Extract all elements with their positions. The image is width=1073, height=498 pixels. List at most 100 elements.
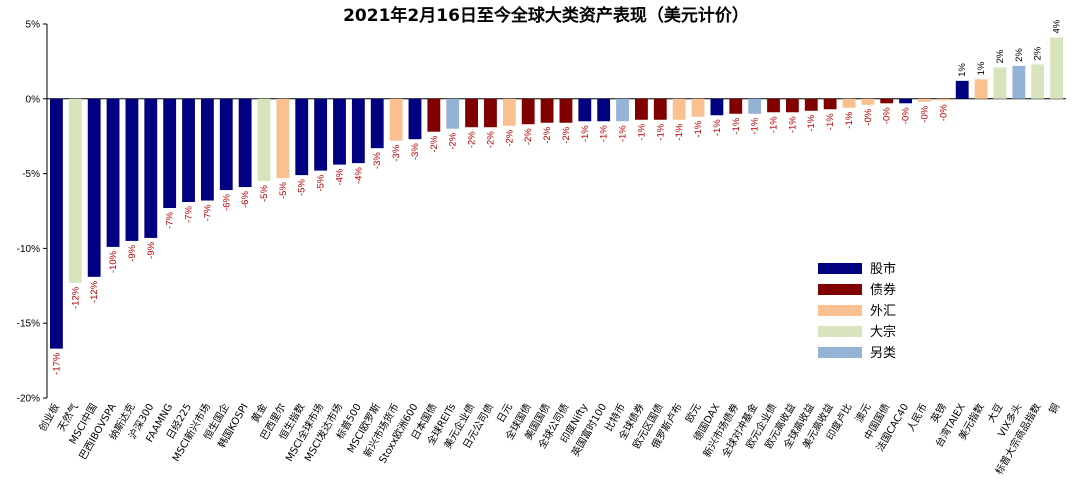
bar — [257, 98, 271, 182]
bar — [710, 98, 724, 116]
bar — [804, 98, 818, 111]
data-label: -3% — [372, 152, 383, 169]
data-label: -2% — [542, 126, 553, 143]
data-label: -5% — [316, 174, 327, 191]
legend-label: 股市 — [870, 261, 896, 277]
bar — [200, 98, 214, 201]
legend-swatch — [818, 326, 862, 337]
data-label: -2% — [448, 132, 459, 149]
data-label: -2% — [523, 128, 534, 145]
data-label: -1% — [674, 123, 685, 140]
data-label: -3% — [391, 144, 402, 161]
legend-swatch — [818, 284, 862, 295]
bar — [1050, 37, 1063, 99]
bar — [918, 98, 931, 102]
bar — [936, 98, 950, 101]
x-tick-label: 欧元 — [683, 402, 703, 425]
bar — [144, 98, 158, 238]
x-tick-label: 大豆 — [984, 401, 1005, 425]
y-tick-label: -10% — [17, 244, 40, 255]
bar — [691, 98, 705, 117]
data-label: -5% — [297, 179, 308, 196]
data-label: -1% — [731, 117, 742, 134]
bar — [672, 98, 686, 120]
bar — [389, 98, 403, 141]
bar — [955, 80, 969, 99]
bar — [125, 98, 139, 241]
data-label: -1% — [580, 125, 591, 142]
data-label: -2% — [429, 135, 440, 152]
bar — [823, 98, 837, 110]
data-label: -7% — [202, 204, 213, 221]
bar — [182, 98, 195, 203]
data-labels: -17% -12% -12% -10% -9% -9% -7% -7% -7% -6% -6% -5%… — [51, 19, 1062, 375]
data-label: -1% — [712, 119, 723, 136]
bar — [238, 98, 252, 188]
data-label: -1% — [636, 123, 647, 140]
y-tick-label: -5% — [22, 169, 40, 180]
data-label: -1% — [618, 125, 629, 142]
data-label: -2% — [504, 129, 515, 146]
data-label: -1% — [750, 117, 761, 134]
data-label: -1% — [787, 116, 798, 133]
data-label: -0% — [901, 107, 912, 124]
data-label: -0% — [863, 108, 874, 125]
y-tick-label: 5% — [26, 20, 41, 31]
bar — [974, 79, 988, 99]
legend-label: 另类 — [870, 346, 896, 361]
legend-label: 外汇 — [870, 304, 896, 319]
data-label: -12% — [89, 280, 100, 303]
bar — [408, 98, 422, 140]
y-axis: 5% 0% -5% -10% -15% -20% — [17, 20, 1066, 405]
data-label: -4% — [353, 167, 364, 184]
bar — [578, 98, 592, 122]
data-label: -0% — [882, 107, 893, 124]
x-axis-labels: 创业板天然气MSCI中国巴西IBOVSPA纳斯达克沪深300FAAMNG日经22… — [36, 401, 1062, 477]
bar — [87, 98, 101, 277]
bar — [521, 98, 535, 125]
data-label: -6% — [221, 194, 232, 211]
legend-label: 债券 — [870, 282, 896, 298]
bar — [219, 98, 233, 191]
bar — [880, 98, 894, 104]
bar — [729, 98, 743, 114]
data-label: -5% — [259, 185, 270, 202]
bar — [1012, 65, 1026, 99]
data-label: -5% — [278, 182, 289, 199]
bar — [314, 98, 328, 171]
bar — [295, 98, 309, 176]
data-label: -1% — [825, 113, 836, 130]
y-tick-label: -15% — [17, 319, 40, 330]
bar — [502, 98, 516, 126]
bar — [653, 98, 667, 120]
bar — [370, 98, 384, 149]
legend-swatch — [818, 263, 862, 274]
x-tick-label: 铜 — [1047, 402, 1062, 417]
bar — [276, 98, 290, 179]
data-label: -4% — [334, 168, 345, 185]
bar — [333, 98, 346, 165]
y-tick-label: 0% — [26, 94, 41, 105]
data-label: -17% — [51, 352, 62, 375]
data-label: 1% — [957, 63, 968, 77]
data-label: -9% — [146, 241, 157, 258]
bar — [465, 98, 478, 128]
bar — [767, 98, 780, 113]
bar — [993, 67, 1007, 99]
bar — [106, 98, 120, 247]
bar — [1031, 64, 1045, 99]
bar — [163, 98, 177, 209]
data-label: -12% — [70, 286, 81, 309]
bar — [559, 98, 573, 123]
data-label: -1% — [806, 114, 817, 131]
bar — [427, 98, 441, 132]
bar — [351, 98, 365, 164]
bar — [446, 98, 460, 129]
bar — [842, 98, 856, 108]
data-label: 2% — [1033, 46, 1044, 60]
y-tick-label: -20% — [17, 394, 40, 405]
data-label: 2% — [995, 49, 1006, 63]
data-label: 4% — [1052, 19, 1063, 33]
